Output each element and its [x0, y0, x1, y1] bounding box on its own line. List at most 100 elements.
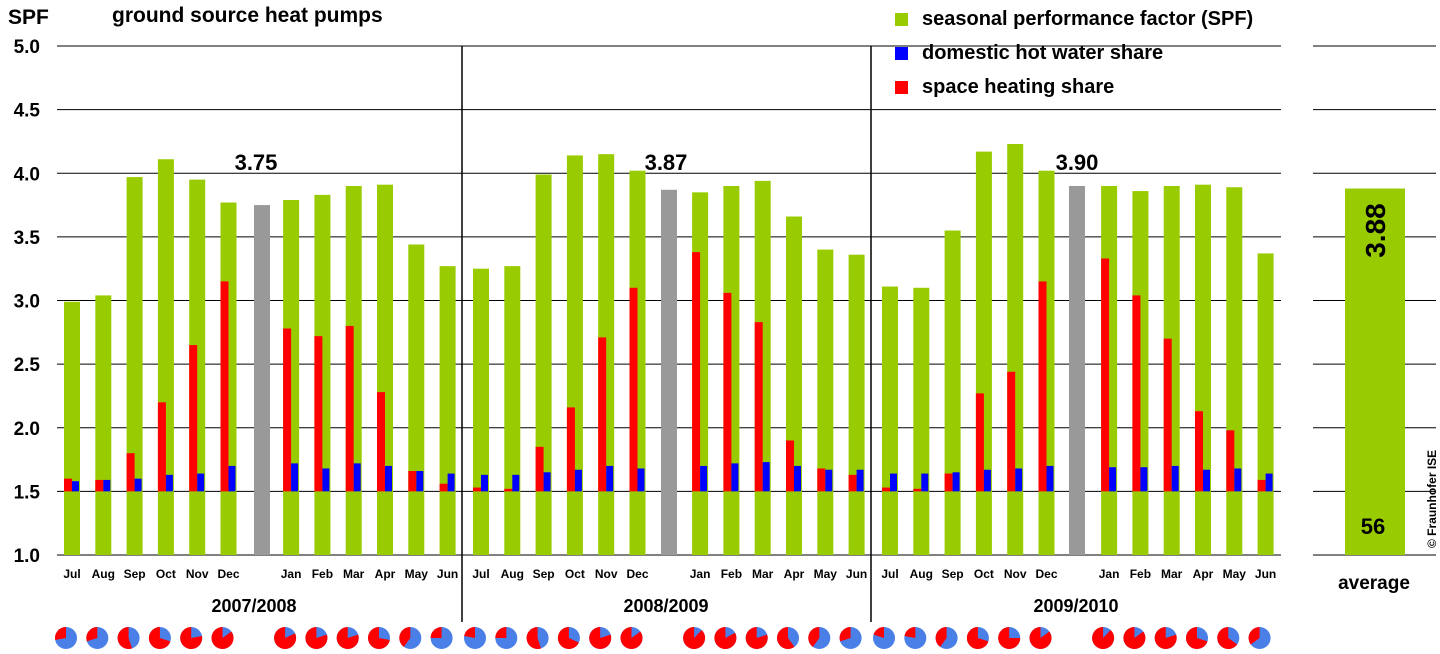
month-label: Jan [690, 567, 711, 581]
y-axis-title: SPF [8, 6, 49, 29]
legend-swatch-dhw [895, 46, 908, 60]
spf-bar [817, 249, 834, 555]
dhw-share-bar [952, 472, 960, 492]
y-tick-label: 5.0 [14, 37, 40, 58]
heating-share-bar [754, 322, 763, 492]
pie-heating-slice [1248, 627, 1260, 645]
heating-share-bar [1007, 371, 1016, 492]
pie-heating-slice [589, 627, 612, 649]
heating-share-bar [283, 328, 292, 492]
month-label: Jun [437, 567, 458, 581]
month-label: Apr [1193, 567, 1214, 581]
heating-share-bar [157, 402, 166, 492]
month-label: Nov [595, 567, 618, 581]
pie-heating-slice [54, 627, 66, 641]
dhw-share-bar [1203, 469, 1210, 492]
spf-bar [157, 159, 174, 555]
pie-heating-slice [86, 627, 98, 642]
heating-share-bar [408, 471, 417, 492]
heating-share-bar [817, 468, 826, 492]
dhw-share-bar [228, 465, 236, 492]
heating-share-bar [566, 407, 575, 492]
month-share-pie [211, 627, 234, 649]
month-label: Jun [1255, 567, 1276, 581]
pie-heating-slice [180, 627, 203, 650]
legend-item-dhw: domestic hot water share [895, 36, 1253, 70]
month-label: May [405, 567, 429, 581]
month-label: Dec [217, 567, 239, 581]
pie-heating-slice [1154, 627, 1177, 650]
pie-heating-slice [1092, 627, 1115, 649]
month-share-pie [904, 627, 927, 649]
month-share-pie [589, 627, 612, 649]
month-label: Jul [472, 567, 489, 581]
month-label: Apr [784, 567, 805, 581]
spf-bar [1257, 253, 1274, 556]
month-label: Dec [1035, 567, 1057, 581]
dhw-share-bar [574, 469, 582, 492]
month-share-pie [714, 627, 737, 650]
spf-bar [913, 287, 930, 555]
month-share-pie [305, 627, 328, 650]
spf-bar [1007, 143, 1024, 556]
heating-share-bar [692, 252, 701, 492]
average-axis-label: average [1338, 573, 1410, 594]
heating-share-bar [1163, 338, 1172, 492]
dhw-share-bar [512, 474, 520, 492]
y-axis: 1.0 1.5 2.0 2.5 3.0 3.5 4.0 4.5 5.0 [14, 37, 41, 567]
pie-heating-slice [1029, 627, 1052, 649]
pies [54, 626, 1271, 650]
month-share-pie [620, 627, 643, 649]
period-label: 2007/2008 [211, 596, 296, 616]
month-share-pie [839, 627, 862, 649]
dhw-share-bar [921, 473, 929, 492]
month-share-pie [367, 627, 390, 650]
month-share-pie [54, 627, 77, 649]
dhw-share-bar [762, 462, 770, 492]
month-label: Apr [375, 567, 396, 581]
period-label: 2008/2009 [623, 596, 708, 616]
dhw-share-bar [1015, 468, 1023, 492]
dhw-share-bar [416, 471, 424, 492]
month-share-pie [526, 627, 549, 649]
y-tick-label: 2.0 [14, 419, 40, 440]
dhw-share-bar [606, 465, 614, 492]
y-tick-label: 3.5 [14, 228, 41, 249]
annual-spf-label: 3.75 [235, 150, 278, 175]
month-label: Mar [752, 567, 774, 581]
labels: Jul Aug Sep Oct Nov Dec Jan Feb Mar Apr May Jun 3.75… [63, 150, 1410, 616]
pie-heating-slice [745, 627, 768, 649]
y-tick-label: 2.5 [14, 355, 41, 376]
month-share-pie [777, 627, 799, 649]
pie-heating-slice [117, 627, 132, 649]
pie-heating-slice [1123, 627, 1146, 649]
month-share-pie [745, 627, 768, 649]
heating-share-bar [786, 440, 794, 492]
spf-bar [786, 216, 802, 555]
dhw-share-bar [1234, 468, 1242, 492]
pie-heating-slice [526, 627, 541, 649]
month-share-pie [1248, 627, 1271, 649]
pie-heating-slice [1186, 627, 1208, 649]
month-share-pie [1092, 627, 1115, 649]
spf-bar [848, 254, 865, 555]
month-label: Sep [533, 567, 555, 581]
chart-title: ground source heat pumps [112, 4, 383, 27]
y-tick-label: 1.0 [14, 546, 40, 567]
annual-spf-label: 3.87 [645, 150, 688, 175]
legend: seasonal performance factor (SPF) domest… [895, 2, 1253, 104]
pie-heating-slice [714, 627, 737, 650]
dhw-share-bar [825, 469, 833, 492]
dhw-share-bar [1109, 467, 1117, 492]
month-label: Jun [846, 567, 867, 581]
heating-share-bar [975, 393, 984, 492]
month-label: Aug [910, 567, 933, 581]
spf-bar [64, 301, 80, 555]
dhw-share-bar [1171, 465, 1179, 492]
heating-share-bar [504, 488, 513, 492]
annual-spf-bar [254, 205, 270, 555]
dhw-share-bar [385, 465, 392, 492]
month-share-pie [808, 627, 831, 649]
legend-item-spf: seasonal performance factor (SPF) [895, 2, 1253, 36]
